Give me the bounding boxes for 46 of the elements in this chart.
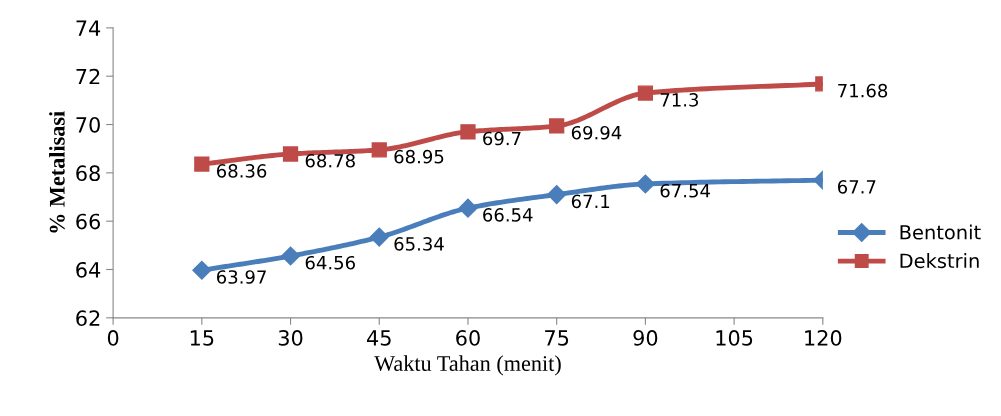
point [549,118,565,134]
x-tick-label: 120 [805,330,842,346]
x-tick-label: 105 [716,330,753,346]
data-label: 69.7 [483,131,521,146]
legend-label: Dekstrin [900,253,979,269]
x-tick-label: 75 [545,330,569,346]
point [282,146,299,162]
point [637,85,654,101]
x-tick-label: 15 [190,330,214,346]
y-tick-label: 72 [76,68,100,85]
point [371,142,387,158]
x-tick-label: 0 [107,330,119,346]
x-tick-label: 90 [633,330,658,346]
data-label: 63.97 [216,270,266,284]
data-label: 64.56 [305,255,355,270]
point [458,198,478,218]
data-label: 71.3 [660,93,699,107]
y-axis-title: % Metalisasi [49,111,65,233]
y-tick-label: 74 [76,20,101,36]
x-tick-label: 30 [278,330,303,346]
y-tick-label: 64 [76,261,101,278]
point [194,156,210,172]
data-label: 68.78 [305,153,355,168]
y-tick-label: 62 [76,310,100,327]
data-label: 67.7 [837,180,876,194]
point [547,185,567,205]
data-label: 67.1 [571,194,610,209]
point [460,124,476,140]
data-label: 66.54 [483,208,533,222]
data-label: 71.68 [838,83,888,98]
data-label: 68.95 [394,149,444,164]
legend-label: Bentonit [900,224,981,240]
point [635,174,655,194]
data-label: 69.94 [571,125,622,140]
x-tick-label: 60 [456,330,480,346]
point [192,260,212,280]
y-tick-label: 66 [76,213,100,230]
x-axis-title: Waktu Tahan (menit) [374,355,561,376]
data-label: 68.36 [216,164,267,178]
y-tick-label: 68 [76,165,100,182]
data-label: 65.34 [394,237,444,251]
point [281,246,301,266]
data-label: 67.54 [660,183,710,198]
point [369,227,389,247]
x-tick-label: 45 [367,330,391,346]
y-tick-label: 70 [76,116,100,133]
